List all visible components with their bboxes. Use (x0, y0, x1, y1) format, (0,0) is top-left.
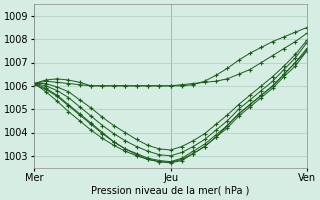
X-axis label: Pression niveau de la mer( hPa ): Pression niveau de la mer( hPa ) (92, 186, 250, 196)
